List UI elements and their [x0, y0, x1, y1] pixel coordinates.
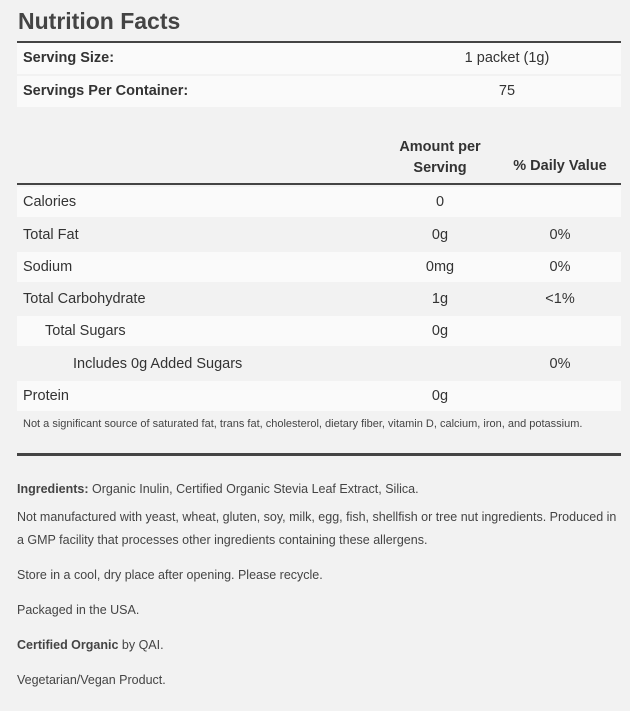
amount-header-line2: Serving — [413, 160, 467, 176]
top-rule — [17, 41, 621, 43]
serving-size-row: Serving Size: 1 packet (1g) — [17, 43, 621, 74]
bottom-rule — [17, 453, 621, 456]
nutrient-daily-value: 0% — [549, 356, 571, 372]
servings-per-container-label: Servings Per Container: — [23, 83, 189, 99]
nutrient-row-sodium: Sodium 0mg 0% — [17, 252, 621, 282]
allergen-statement: Not manufactured with yeast, wheat, glut… — [17, 510, 617, 547]
nutrient-name: Total Carbohydrate — [23, 291, 146, 307]
nutrient-daily-value: 0% — [549, 227, 571, 243]
nutrient-amount: 0g — [431, 388, 449, 404]
servings-per-container-row: Servings Per Container: 75 — [17, 76, 621, 107]
daily-value-header: % Daily Value — [513, 158, 607, 174]
nutrient-name: Protein — [23, 388, 69, 404]
packaged-statement: Packaged in the USA. — [17, 603, 140, 617]
nutrient-amount: 1g — [431, 291, 449, 307]
nutrient-row-total-carbohydrate: Total Carbohydrate 1g <1% — [17, 284, 621, 314]
nutrient-amount: 0g — [431, 227, 449, 243]
servings-per-container-value: 75 — [498, 83, 516, 99]
nutrient-name: Total Fat — [23, 227, 79, 243]
nutrient-name: Total Sugars — [45, 323, 126, 339]
serving-size-label: Serving Size: — [23, 50, 115, 66]
ingredients-label: Ingredients: — [17, 482, 89, 496]
footnote: Not a significant source of saturated fa… — [23, 418, 583, 430]
storage-instructions: Store in a cool, dry place after opening… — [17, 568, 323, 582]
nutrient-row-total-fat: Total Fat 0g 0% — [17, 220, 621, 250]
amount-per-serving-header: Amount per Serving — [380, 137, 500, 179]
nutrient-row-total-sugars: Total Sugars 0g — [17, 316, 621, 346]
header-rule — [17, 183, 621, 185]
nutrient-name: Calories — [23, 194, 77, 210]
nutrient-amount: 0 — [435, 194, 445, 210]
nutrient-daily-value: <1% — [545, 291, 575, 307]
certified-organic-label: Certified Organic — [17, 638, 119, 652]
nutrient-row-calories: Calories 0 — [17, 187, 621, 217]
nutrient-amount: 0mg — [425, 259, 455, 275]
nutrient-row-added-sugars: Includes 0g Added Sugars 0% — [17, 349, 621, 379]
nutrient-amount: 0g — [431, 323, 449, 339]
ingredients-line: Ingredients: Organic Inulin, Certified O… — [17, 478, 617, 501]
nutrient-name: Sodium — [23, 259, 73, 275]
certified-organic-line: Certified Organic by QAI. — [17, 634, 617, 657]
nutrition-facts-title: Nutrition Facts — [18, 8, 181, 34]
nutrient-row-protein: Protein 0g — [17, 381, 621, 411]
vegan-statement: Vegetarian/Vegan Product. — [17, 673, 166, 687]
serving-size-value: 1 packet (1g) — [464, 50, 550, 66]
ingredients-text: Organic Inulin, Certified Organic Stevia… — [88, 482, 419, 496]
nutrient-daily-value: 0% — [549, 259, 571, 275]
certified-organic-text: by QAI. — [118, 638, 164, 652]
amount-header-line1: Amount per — [399, 139, 481, 155]
nutrient-name: Includes 0g Added Sugars — [73, 356, 243, 372]
